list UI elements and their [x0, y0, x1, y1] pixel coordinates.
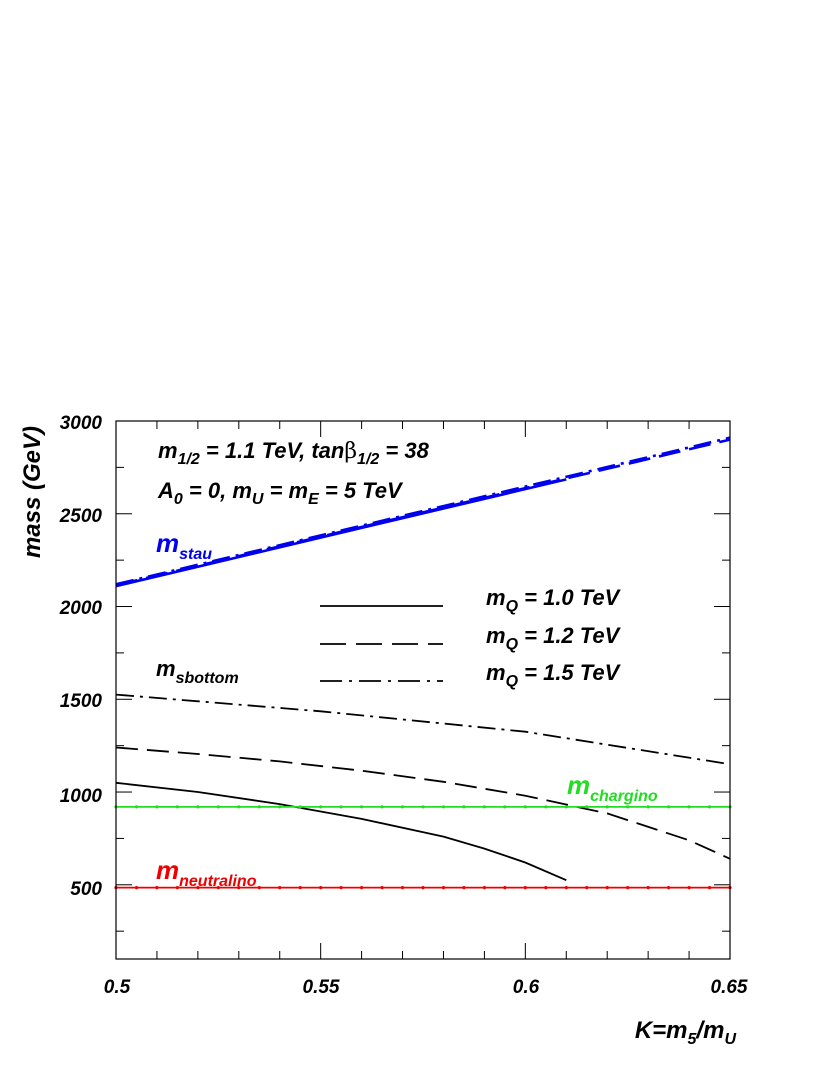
y-tick-label-2500: 2500 — [59, 506, 103, 527]
y-tick-label-3000: 3000 — [60, 413, 103, 434]
series-chargino-marker — [708, 805, 711, 808]
series-chargino-marker — [360, 805, 363, 808]
series-neutralino-marker — [483, 886, 486, 889]
series-neutralino-marker — [381, 886, 384, 889]
series-neutralino-marker — [258, 886, 261, 889]
series-neutralino-marker — [462, 886, 465, 889]
series-neutralino-marker — [626, 886, 629, 889]
series-neutralino-marker — [565, 886, 568, 889]
series-neutralino-marker — [585, 886, 588, 889]
y-tick-label-500: 500 — [70, 879, 102, 900]
series-chargino-marker — [237, 805, 240, 808]
series-neutralino-marker — [340, 886, 343, 889]
series-sbottom-dashdot — [116, 695, 730, 765]
series-chargino-marker — [278, 805, 281, 808]
series-chargino-marker — [155, 805, 158, 808]
series-neutralino-marker — [421, 886, 424, 889]
series-chargino-marker — [462, 805, 465, 808]
series-chargino-marker — [544, 805, 547, 808]
legend-entry-3: mQ = 1.5 TeV — [486, 660, 622, 690]
legend-entry-1: mQ = 1.0 TeV — [486, 585, 622, 615]
series-chargino-marker — [381, 805, 384, 808]
series-chargino-marker — [626, 805, 629, 808]
series-neutralino-marker — [278, 886, 281, 889]
series-neutralino-marker — [606, 886, 609, 889]
label-stau: mstau — [156, 528, 212, 563]
series-chargino-marker — [483, 805, 486, 808]
series-neutralino-marker — [319, 886, 322, 889]
series-neutralino-marker — [442, 886, 445, 889]
series-neutralino-marker — [135, 886, 138, 889]
label-chargino: mchargino — [567, 770, 658, 805]
series-sbottom-solid — [116, 783, 566, 880]
legend-entry-2: mQ = 1.2 TeV — [486, 623, 622, 653]
series-neutralino-marker — [299, 886, 302, 889]
series-chargino-marker — [606, 805, 609, 808]
series-chargino-marker — [135, 805, 138, 808]
series-chargino-marker — [503, 805, 506, 808]
series-chargino-marker — [258, 805, 261, 808]
series-chargino-marker — [319, 805, 322, 808]
series-neutralino-marker — [647, 886, 650, 889]
x-tick-label-0.55: 0.55 — [303, 977, 340, 998]
series-neutralino-marker — [360, 886, 363, 889]
x-axis-title: K=m5/mU — [635, 1017, 737, 1048]
series-chargino-marker — [585, 805, 588, 808]
series-neutralino-marker — [155, 886, 158, 889]
x-tick-label-0.6: 0.6 — [513, 977, 540, 998]
series-chargino-marker — [565, 805, 568, 808]
series-chargino-marker — [217, 805, 220, 808]
series-chargino-marker — [299, 805, 302, 808]
series-chargino-marker — [196, 805, 199, 808]
series-layer — [114, 438, 731, 890]
series-neutralino-marker — [667, 886, 670, 889]
series-chargino-marker — [340, 805, 343, 808]
series-chargino-marker — [524, 805, 527, 808]
label-sbottom: msbottom — [156, 656, 239, 687]
series-neutralino-marker — [544, 886, 547, 889]
series-neutralino-marker — [401, 886, 404, 889]
param-line-1: m1/2 = 1.1 TeV, tanβ1/2 = 38 — [158, 438, 430, 468]
series-chargino-marker — [401, 805, 404, 808]
series-chargino-marker — [442, 805, 445, 808]
series-chargino-marker — [667, 805, 670, 808]
x-tick-label-0.65: 0.65 — [711, 977, 748, 998]
series-chargino-marker — [176, 805, 179, 808]
series-neutralino-marker — [524, 886, 527, 889]
y-tick-label-1000: 1000 — [60, 786, 103, 807]
y-tick-label-1500: 1500 — [60, 691, 103, 712]
series-neutralino-marker — [708, 886, 711, 889]
series-chargino-marker — [688, 805, 691, 808]
series-neutralino-marker — [503, 886, 506, 889]
param-line-2: A0 = 0, mU = mE = 5 TeV — [157, 478, 404, 508]
label-neutralino: mneutralino — [156, 855, 257, 890]
y-axis-title: mass (GeV) — [19, 426, 46, 558]
series-chargino-marker — [647, 805, 650, 808]
y-tick-label-2000: 2000 — [59, 598, 103, 619]
series-neutralino-marker — [688, 886, 691, 889]
series-chargino-marker — [421, 805, 424, 808]
x-tick-label-0.5: 0.5 — [104, 977, 131, 998]
